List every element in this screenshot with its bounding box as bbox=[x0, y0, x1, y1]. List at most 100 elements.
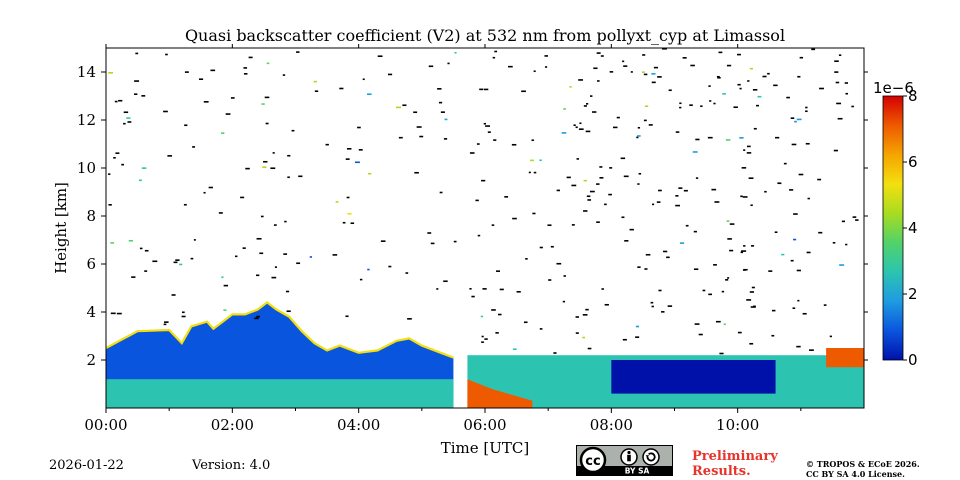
noise-pixel bbox=[692, 151, 698, 153]
copyright-line-2: CC BY SA 4.0 License. bbox=[806, 469, 905, 479]
noise-pixel bbox=[599, 177, 604, 179]
noise-pixel bbox=[127, 121, 132, 123]
noise-pixel bbox=[582, 336, 586, 339]
noise-pixel bbox=[666, 256, 670, 259]
noise-pixel bbox=[805, 142, 810, 145]
noise-pixel bbox=[144, 270, 148, 272]
noise-pixel bbox=[184, 124, 188, 127]
noise-pixel bbox=[453, 240, 457, 243]
noise-pixel bbox=[616, 116, 620, 119]
noise-pixel bbox=[438, 101, 443, 104]
noise-pixel bbox=[585, 308, 589, 311]
noise-pixel bbox=[644, 105, 649, 107]
noise-pixel bbox=[296, 51, 300, 53]
noise-pixel bbox=[430, 242, 435, 245]
noise-pixel bbox=[110, 312, 116, 315]
aerosol-layer-top-edge bbox=[106, 301, 454, 359]
noise-pixel bbox=[260, 215, 264, 218]
noise-pixel bbox=[309, 256, 313, 258]
noise-pixel bbox=[283, 253, 288, 255]
noise-pixel bbox=[447, 62, 450, 65]
cc-license-badge[interactable]: cc BY SA bbox=[576, 445, 673, 476]
noise-pixel bbox=[583, 210, 588, 212]
noise-pixel bbox=[608, 193, 612, 196]
noise-pixel bbox=[741, 167, 747, 169]
noise-pixel bbox=[139, 247, 143, 250]
noise-pixel bbox=[841, 220, 846, 223]
noise-pixel bbox=[702, 289, 706, 292]
noise-pixel bbox=[499, 288, 504, 291]
noise-pixel bbox=[544, 66, 548, 68]
noise-pixel bbox=[350, 222, 355, 225]
x-tick-label: 04:00 bbox=[337, 416, 380, 434]
noise-pixel bbox=[792, 307, 796, 310]
noise-pixel bbox=[477, 234, 481, 237]
noise-pixel bbox=[266, 62, 270, 65]
noise-pixel bbox=[650, 301, 654, 304]
y-tick-label: 10 bbox=[77, 159, 96, 177]
y-tick-label: 8 bbox=[86, 207, 96, 225]
surface-band-day bbox=[467, 396, 864, 408]
noise-pixel bbox=[175, 259, 180, 261]
noise-pixel bbox=[739, 87, 742, 90]
noise-pixel bbox=[263, 160, 268, 163]
noise-pixel bbox=[583, 179, 587, 182]
y-axis: 2 4 6 8 10 12 14 bbox=[77, 63, 868, 369]
noise-pixel bbox=[638, 172, 642, 175]
noise-pixel bbox=[521, 90, 526, 93]
noise-pixel bbox=[679, 242, 685, 244]
noise-pixel bbox=[722, 93, 726, 95]
noise-pixel bbox=[141, 167, 147, 169]
noise-pixel bbox=[750, 306, 756, 308]
noise-pixel bbox=[721, 290, 725, 293]
noise-pixel bbox=[753, 127, 757, 130]
chart-title: Quasi backscatter coefficient (V2) at 53… bbox=[185, 26, 785, 45]
noise-pixel bbox=[481, 179, 486, 182]
noise-pixel bbox=[221, 276, 224, 279]
noise-pixel bbox=[563, 275, 566, 277]
noise-pixel bbox=[746, 152, 752, 154]
noise-pixel bbox=[254, 317, 259, 320]
noise-pixel bbox=[747, 80, 750, 82]
noise-pixel bbox=[504, 196, 509, 198]
y-tick-label: 12 bbox=[77, 111, 96, 129]
svg-text:BY SA: BY SA bbox=[625, 467, 650, 476]
noise-pixel bbox=[165, 53, 168, 56]
noise-pixel bbox=[694, 323, 700, 325]
noise-pixel bbox=[493, 139, 497, 141]
noise-pixel bbox=[405, 272, 409, 274]
noise-pixel bbox=[656, 201, 661, 203]
noise-pixel bbox=[851, 105, 854, 108]
noise-pixel bbox=[729, 249, 734, 252]
noise-pixel bbox=[621, 216, 625, 219]
noise-pixel bbox=[668, 89, 672, 92]
noise-pixel bbox=[690, 64, 695, 67]
noise-pixel bbox=[173, 261, 178, 264]
noise-pixel bbox=[495, 332, 499, 334]
surface-high-backscatter bbox=[467, 379, 533, 408]
noise-pixel bbox=[479, 88, 484, 91]
plot-area bbox=[106, 48, 864, 408]
noise-pixel bbox=[203, 191, 206, 194]
noise-pixel bbox=[287, 176, 290, 179]
noise-pixel bbox=[259, 252, 264, 255]
noise-pixel bbox=[114, 100, 118, 103]
noise-pixel bbox=[223, 284, 229, 287]
noise-pixel bbox=[777, 182, 780, 184]
x-tick-label: 08:00 bbox=[590, 416, 633, 434]
noise-pixel bbox=[750, 245, 755, 247]
noise-pixel bbox=[286, 310, 291, 313]
noise-pixel bbox=[793, 213, 798, 215]
noise-pixel bbox=[210, 69, 216, 72]
noise-pixel bbox=[108, 204, 112, 206]
noise-pixel bbox=[743, 149, 746, 151]
noise-pixel bbox=[242, 247, 246, 249]
noise-pixel bbox=[797, 299, 800, 302]
noise-pixel bbox=[494, 50, 498, 53]
noise-pixel bbox=[596, 183, 600, 185]
noise-pixel bbox=[726, 220, 730, 222]
noise-pixel bbox=[852, 216, 857, 218]
noise-pixel bbox=[714, 201, 720, 203]
noise-pixel bbox=[487, 131, 491, 133]
